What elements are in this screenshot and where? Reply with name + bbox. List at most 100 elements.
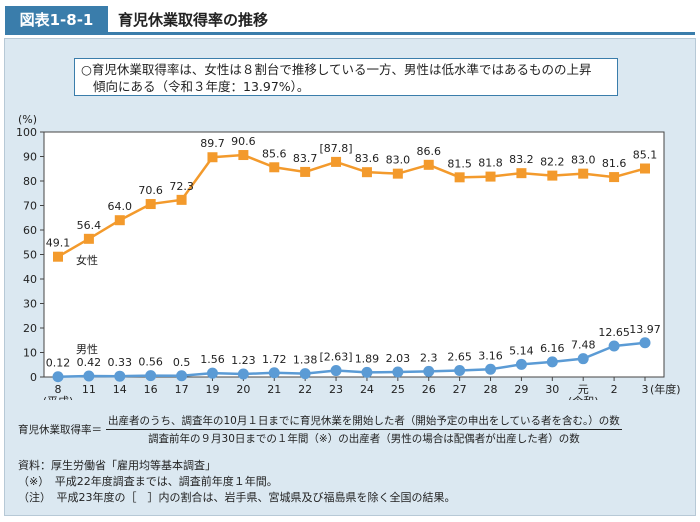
male-marker <box>206 367 218 379</box>
x-tick-label: 27 <box>453 383 467 396</box>
male-marker <box>114 370 126 382</box>
male-data-label: [2.63] <box>320 351 353 364</box>
female-marker <box>145 199 156 210</box>
female-data-label: 83.0 <box>571 154 596 167</box>
male-data-label: 13.97 <box>629 323 661 336</box>
female-data-label: 49.1 <box>46 237 71 250</box>
female-marker <box>331 156 342 167</box>
male-marker <box>454 365 466 377</box>
figure-number: 図表1-8-1 <box>5 6 108 34</box>
y-tick-label: 50 <box>23 249 37 262</box>
female-data-label: 81.6 <box>602 157 627 170</box>
y-tick-label: 60 <box>23 224 37 237</box>
x-tick-label: 19 <box>205 383 219 396</box>
x-tick-label: 元 <box>578 383 589 396</box>
male-marker <box>577 353 589 365</box>
x-tick-label: 30 <box>545 383 559 396</box>
plot-area <box>43 131 665 378</box>
summary-line-1: ○育児休業取得率は、女性は８割台で推移している一方、男性は低水準ではあるものの上… <box>81 62 592 77</box>
male-marker <box>546 356 558 368</box>
female-marker <box>269 162 280 173</box>
note-source: 資料：厚生労働省「雇用均等基本調査」 <box>18 459 216 472</box>
x-tick-label: 16 <box>144 383 158 396</box>
x-tick-label: 11 <box>82 383 96 396</box>
male-marker <box>52 371 64 383</box>
x-tick-label: 3 <box>642 383 649 396</box>
y-tick-label: 30 <box>23 298 37 311</box>
y-tick-label: 70 <box>23 200 37 213</box>
female-data-label: 85.1 <box>633 149 658 162</box>
x-tick-label: 25 <box>391 383 405 396</box>
x-tick-label: 21 <box>267 383 281 396</box>
female-data-label: 83.0 <box>386 154 411 167</box>
female-data-label: 83.6 <box>355 152 380 165</box>
male-data-label: 3.16 <box>478 349 503 362</box>
figure-title: 育児休業取得率の推移 <box>118 11 269 29</box>
female-marker <box>578 168 589 179</box>
female-marker <box>454 172 465 183</box>
male-data-label: 5.14 <box>509 344 534 357</box>
male-data-label: 1.89 <box>355 352 380 365</box>
y-tick-label: 100 <box>16 126 37 139</box>
female-data-label: 90.6 <box>231 135 256 148</box>
female-marker <box>83 233 94 244</box>
male-data-label: 0.42 <box>77 356 102 369</box>
x-tick-label: 20 <box>236 383 250 396</box>
female-marker <box>300 166 311 177</box>
x-tick-sublabel: (令和) <box>568 394 599 400</box>
female-data-label: 83.7 <box>293 152 318 165</box>
male-marker <box>145 370 157 382</box>
male-marker <box>237 368 249 380</box>
male-data-label: 7.48 <box>571 339 596 352</box>
male-data-label: 0.56 <box>138 356 163 369</box>
male-data-label: 0.5 <box>173 356 191 369</box>
x-tick-label: 23 <box>329 383 343 396</box>
x-tick-label: 17 <box>175 383 189 396</box>
female-data-label: 70.6 <box>138 184 163 197</box>
series-label-male: 男性 <box>76 342 98 356</box>
female-marker <box>176 194 187 205</box>
female-marker <box>609 172 620 183</box>
male-data-label: 0.12 <box>46 357 71 370</box>
female-marker <box>423 159 434 170</box>
male-marker <box>176 370 188 382</box>
female-data-label: 64.0 <box>108 200 133 213</box>
male-data-label: 6.16 <box>540 342 565 355</box>
series-line-female <box>57 153 646 258</box>
y-tick-label: 80 <box>23 175 37 188</box>
female-data-label: [87.8] <box>320 142 353 155</box>
note-asterisk: （※） 平成22年度調査までは、調査前年度１年間。 <box>18 475 278 488</box>
female-data-label: 56.4 <box>77 219 102 232</box>
x-tick-sublabel: (平成) <box>43 395 74 400</box>
female-data-label: 86.6 <box>416 145 441 158</box>
note-remark: （注） 平成23年度の［ ］内の割合は、岩手県、宮城県及び福島県を除く全国の結果… <box>18 491 456 504</box>
male-data-label: 1.23 <box>231 354 256 367</box>
notes: 資料：厚生労働省「雇用均等基本調査」 （※） 平成22年度調査までは、調査前年度… <box>18 458 456 506</box>
figure-header: 図表1-8-1 育児休業取得率の推移 <box>5 6 695 35</box>
male-marker <box>392 366 404 378</box>
male-marker <box>639 337 651 349</box>
male-data-label: 1.38 <box>293 354 318 367</box>
x-tick-label: 14 <box>113 383 127 396</box>
male-marker <box>299 368 311 380</box>
male-data-label: 2.3 <box>420 351 438 364</box>
female-data-label: 89.7 <box>200 137 225 150</box>
female-marker <box>361 167 372 178</box>
male-marker <box>485 363 497 375</box>
x-tick-label: 22 <box>298 383 312 396</box>
female-marker <box>238 150 249 161</box>
male-data-label: 2.65 <box>447 351 472 364</box>
series-label-female: 女性 <box>76 253 98 267</box>
male-marker <box>330 365 342 377</box>
y-tick-label: 20 <box>23 322 37 335</box>
x-tick-label: 29 <box>514 383 528 396</box>
female-data-label: 81.5 <box>447 157 472 170</box>
summary-box: ○育児休業取得率は、女性は８割台で推移している一方、男性は低水準ではあるものの上… <box>74 58 618 96</box>
male-marker <box>423 365 435 377</box>
y-tick-label: 40 <box>23 273 37 286</box>
x-axis-suffix: (年度) <box>650 382 681 396</box>
formula-lhs: 育児休業取得率＝ <box>18 424 102 436</box>
female-marker <box>516 168 527 179</box>
female-data-label: 85.6 <box>262 147 287 160</box>
male-marker <box>268 367 280 379</box>
